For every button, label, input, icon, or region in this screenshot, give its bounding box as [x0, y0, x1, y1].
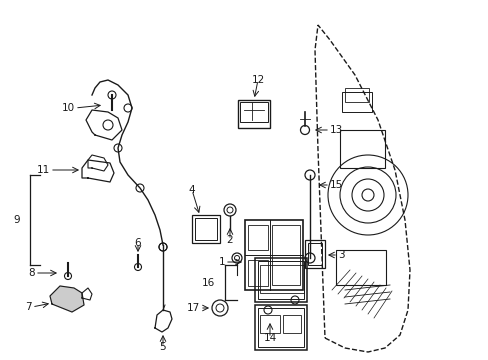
Text: 15: 15	[329, 180, 343, 190]
Text: 13: 13	[329, 125, 343, 135]
Bar	[247, 225, 267, 250]
Text: 12: 12	[251, 75, 264, 85]
Text: 14: 14	[263, 333, 276, 343]
Bar	[260, 315, 280, 333]
Bar	[240, 102, 267, 122]
Bar	[345, 88, 368, 102]
Text: 7: 7	[25, 302, 32, 312]
Bar	[254, 258, 306, 302]
Bar	[307, 243, 321, 265]
Bar	[192, 215, 220, 243]
Bar	[247, 260, 267, 286]
Bar	[305, 240, 325, 268]
Bar	[341, 92, 371, 112]
Text: 9: 9	[13, 215, 20, 225]
Bar	[283, 315, 301, 333]
Bar	[339, 130, 384, 168]
Bar	[335, 250, 385, 285]
Text: 16: 16	[202, 278, 215, 288]
Bar	[244, 220, 303, 290]
Text: 10: 10	[62, 103, 75, 113]
Text: 1: 1	[218, 257, 224, 267]
Text: 6: 6	[134, 238, 141, 248]
Bar	[195, 218, 217, 240]
Bar	[258, 261, 304, 299]
Bar	[260, 265, 304, 293]
Bar	[271, 225, 299, 285]
Bar	[254, 305, 306, 350]
Text: 8: 8	[28, 268, 35, 278]
Bar	[238, 100, 269, 128]
Polygon shape	[50, 286, 84, 312]
Text: 11: 11	[37, 165, 50, 175]
Bar	[258, 308, 304, 347]
Text: 4: 4	[188, 185, 195, 195]
Text: 5: 5	[160, 342, 166, 352]
Text: 3: 3	[337, 250, 344, 260]
Text: 2: 2	[226, 235, 233, 245]
Text: 17: 17	[186, 303, 200, 313]
